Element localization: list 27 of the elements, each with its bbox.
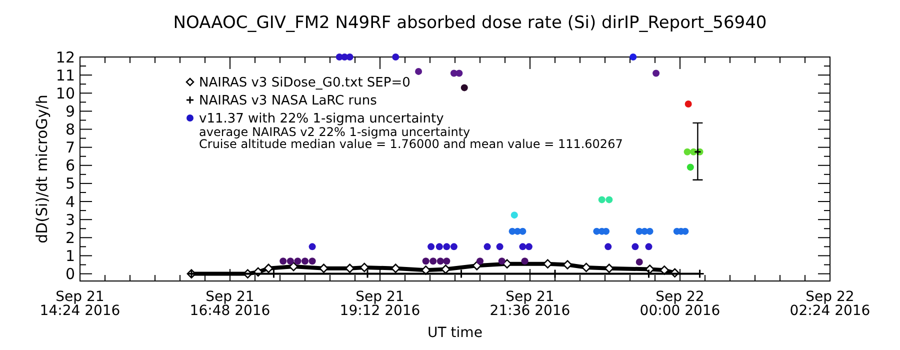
y-tick-label: 6: [65, 156, 75, 175]
y-tick-label: 2: [65, 228, 75, 247]
y-axis-title: dD(Si)/dt microGy/h: [33, 94, 51, 244]
y-tick-label: 10: [56, 84, 75, 102]
annotation: Cruise altitude median value = 1.76000 and mean value = 111.60267: [199, 137, 623, 152]
x-tick-label: Sep 22 02:24 2016: [790, 289, 870, 319]
y-tick-label: 5: [65, 174, 75, 193]
y-tick-label: 4: [65, 192, 75, 211]
y-tick-label: 12: [56, 48, 75, 66]
chart-title: NOAAOC_GIV_FM2 N49RF absorbed dose rate (Si) dirIP_Report_56940: [173, 13, 767, 33]
y-tick-label: 9: [65, 102, 75, 120]
x-tick-label: Sep 21 14:24 2016: [40, 289, 120, 319]
legend-label: NAIRAS v3 SiDose_G0.txt SEP=0: [199, 76, 410, 91]
y-tick-label: 1: [65, 246, 75, 265]
y-tick-label: 11: [56, 66, 75, 84]
legend-label: v11.37 with 22% 1-sigma uncertainty: [199, 112, 444, 127]
y-tick-label: 3: [65, 210, 75, 229]
y-tick-label: 8: [65, 120, 75, 139]
annotation: average NAIRAS v2 22% 1-sigma uncertainty: [199, 125, 470, 140]
x-tick-label: Sep 21 19:12 2016: [340, 289, 420, 319]
x-tick-label: Sep 22 00:00 2016: [640, 289, 720, 319]
legend-label: NAIRAS v3 NASA LaRC runs: [199, 94, 378, 109]
y-tick-label: 7: [65, 138, 75, 157]
x-axis-title: UT time: [428, 325, 482, 341]
x-tick-label: Sep 21 16:48 2016: [190, 289, 270, 319]
y-tick-label: 0: [65, 265, 75, 284]
x-tick-label: Sep 21 21:36 2016: [490, 289, 570, 319]
